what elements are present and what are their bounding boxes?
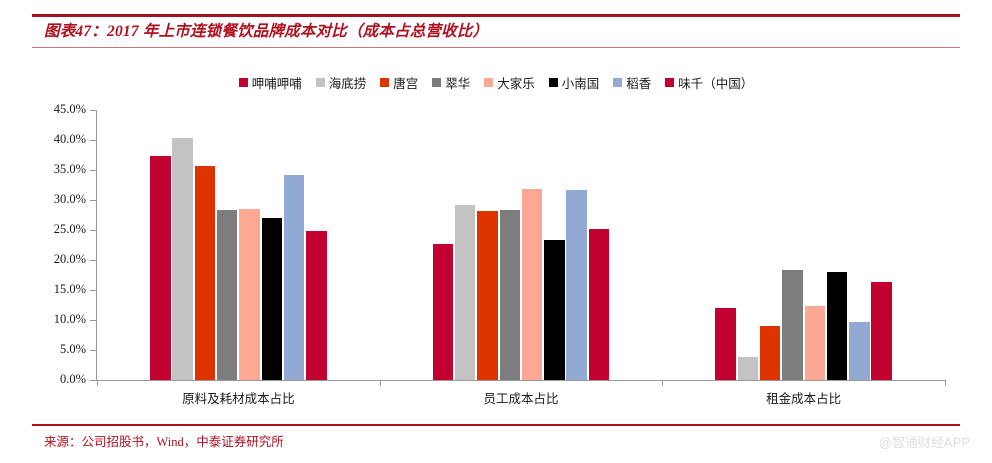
legend-item[interactable]: 海底捞 <box>315 73 367 92</box>
bar[interactable] <box>804 306 826 380</box>
bar[interactable] <box>499 209 521 380</box>
source-note: 来源：公司招股书，Wind，中泰证券研究所 <box>44 435 284 449</box>
bar-group <box>380 110 663 380</box>
bar[interactable] <box>759 326 781 380</box>
y-axis-tick-label: 35.0% <box>53 162 86 176</box>
legend-label: 小南国 <box>561 76 600 91</box>
y-axis-tick-label: 5.0% <box>59 342 86 356</box>
bar[interactable] <box>150 156 171 380</box>
legend-label: 呷哺呷哺 <box>251 76 302 91</box>
title-top-rule <box>32 14 960 17</box>
legend-swatch-icon <box>484 77 494 87</box>
y-axis-tick <box>90 260 96 261</box>
bar[interactable] <box>194 166 216 380</box>
bar-groups <box>97 110 945 380</box>
y-axis-tick <box>90 140 96 141</box>
legend-item[interactable]: 呷哺呷哺 <box>238 73 302 92</box>
x-axis-tick <box>945 380 946 386</box>
legend-label: 稻香 <box>626 76 652 91</box>
y-axis-tick-label: 40.0% <box>53 132 86 146</box>
bar[interactable] <box>544 239 565 380</box>
legend-label: 唐宫 <box>393 76 419 91</box>
bar[interactable] <box>715 308 736 380</box>
y-axis-tick-label: 0.0% <box>59 372 86 386</box>
legend-item[interactable]: 小南国 <box>548 73 600 92</box>
watermark: @智通财经APP <box>878 435 970 450</box>
x-axis-tick <box>379 380 381 386</box>
y-axis-tick <box>90 350 96 351</box>
legend-label: 大家乐 <box>497 76 535 91</box>
bar[interactable] <box>239 209 260 380</box>
bar[interactable] <box>782 270 803 380</box>
y-axis-tick <box>90 320 96 321</box>
x-axis-category-label: 原料及耗材成本占比 <box>182 392 295 406</box>
bar[interactable] <box>588 228 610 380</box>
x-axis-category-label: 员工成本占比 <box>483 392 559 406</box>
chart-legend: 呷哺呷哺 海底捞 唐宫 翠华 大家乐 小南国 稻香 味千（中国） <box>0 72 992 92</box>
bar-group <box>662 110 945 380</box>
y-axis-tick-label: 25.0% <box>53 222 86 236</box>
y-axis-line <box>96 110 97 380</box>
legend-label: 海底捞 <box>328 76 367 91</box>
bar[interactable] <box>521 189 543 380</box>
bar[interactable] <box>172 137 193 380</box>
x-axis-tick <box>97 380 98 386</box>
y-axis-tick-label: 20.0% <box>53 252 86 266</box>
legend-item[interactable]: 翠华 <box>432 73 470 92</box>
bar[interactable] <box>306 231 327 380</box>
legend-swatch-icon <box>380 77 390 87</box>
y-axis-tick-label: 10.0% <box>53 312 86 326</box>
bar[interactable] <box>566 189 587 380</box>
legend-label: 翠华 <box>445 76 471 91</box>
y-axis-tick <box>90 170 96 171</box>
legend-swatch-icon <box>238 77 248 87</box>
legend-label: 味千（中国） <box>678 76 754 91</box>
y-axis-tick-label: 45.0% <box>53 102 86 116</box>
bar[interactable] <box>477 211 498 380</box>
legend-swatch-icon <box>432 77 442 87</box>
legend-item[interactable]: 大家乐 <box>484 73 535 92</box>
page-title: 图表47：2017 年上市连锁餐饮品牌成本对比（成本占总营收比） <box>44 23 489 40</box>
legend-swatch-icon <box>315 77 325 87</box>
bar[interactable] <box>261 218 283 380</box>
bar[interactable] <box>432 244 454 380</box>
legend-swatch-icon <box>665 77 675 87</box>
bar[interactable] <box>283 174 305 380</box>
bar[interactable] <box>454 204 476 380</box>
x-axis-line <box>96 380 945 381</box>
chart-plot-area: 0.0% 5.0% 10.0% 15.0% 20.0% 25.0% 30.0% 35.0% 40… <box>0 100 992 406</box>
bar[interactable] <box>737 356 759 380</box>
y-axis-tick <box>90 110 96 111</box>
bar[interactable] <box>871 281 892 380</box>
legend-item[interactable]: 稻香 <box>613 73 651 92</box>
legend-item[interactable]: 味千（中国） <box>665 73 753 92</box>
y-axis-tick <box>90 290 96 291</box>
title-bottom-rule <box>32 47 960 48</box>
legend-item[interactable]: 唐宫 <box>380 73 418 92</box>
y-axis-tick <box>90 200 96 201</box>
y-axis-tick <box>90 230 96 231</box>
bar-group <box>97 110 380 380</box>
legend-swatch-icon <box>613 77 623 87</box>
bar[interactable] <box>849 322 870 380</box>
y-axis-tick <box>90 380 96 381</box>
x-axis-tick <box>662 380 664 386</box>
y-axis-tick-label: 30.0% <box>53 192 86 206</box>
bar[interactable] <box>826 272 848 380</box>
footer-rule <box>32 424 960 426</box>
legend-swatch-icon <box>548 77 558 87</box>
x-axis-category-label: 租金成本占比 <box>766 392 842 406</box>
y-axis-tick-label: 15.0% <box>53 282 86 296</box>
bar[interactable] <box>216 210 238 380</box>
